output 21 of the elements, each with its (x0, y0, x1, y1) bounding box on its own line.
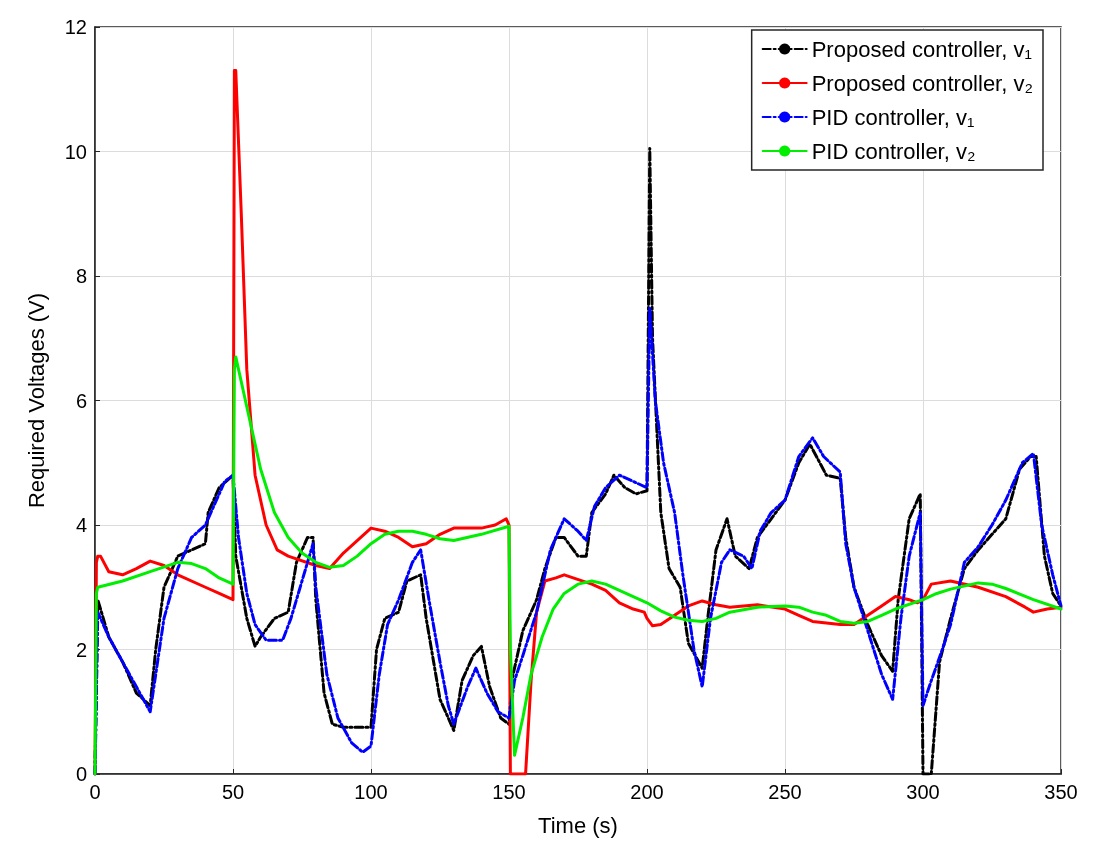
y-axis-title: Required Voltages (V) (23, 292, 49, 509)
x-tick-label: 100 (354, 781, 388, 803)
legend-label: Proposed controller, v₁ (811, 36, 1032, 62)
y-tick-label: 12 (64, 16, 87, 38)
y-tick-label: 10 (64, 140, 87, 163)
legend-label: PID controller, v₂ (811, 138, 976, 164)
x-axis-title: Time (s) (538, 812, 618, 838)
x-tick-label: 200 (630, 781, 664, 803)
y-tick-label: 8 (75, 265, 87, 287)
legend-label: PID controller, v₁ (811, 104, 975, 130)
x-tick-label: 300 (906, 781, 940, 803)
y-tick-label: 6 (75, 389, 87, 412)
x-tick-label: 250 (768, 781, 802, 803)
x-tick-label: 50 (221, 781, 245, 803)
legend-label: Proposed controller, v₂ (811, 70, 1034, 96)
x-tick-label: 0 (89, 781, 101, 803)
y-tick-label: 4 (75, 514, 87, 536)
y-tick-label: 0 (75, 763, 87, 785)
x-tick-label: 350 (1044, 781, 1078, 803)
y-tick-label: 2 (75, 638, 87, 661)
x-tick-label: 150 (492, 781, 526, 803)
